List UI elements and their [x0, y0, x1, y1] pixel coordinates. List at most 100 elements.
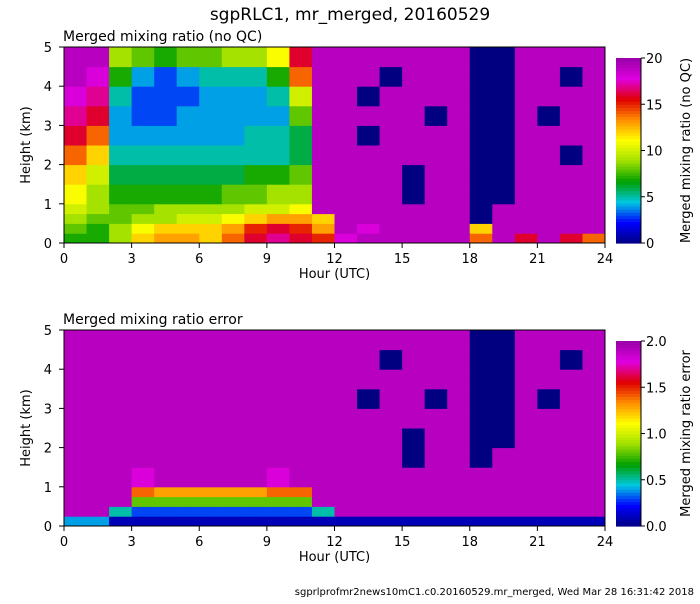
heatmap-cell [537, 233, 561, 244]
heatmap-cell [131, 213, 155, 224]
heatmap-cell [559, 105, 583, 126]
heatmap-cell [492, 105, 516, 126]
heatmap-cell [447, 47, 471, 68]
heatmap-cell [221, 408, 245, 429]
heatmap-cell [334, 447, 358, 468]
heatmap-cell [266, 349, 290, 370]
heatmap-cell [199, 125, 223, 146]
heatmap-cell [424, 467, 448, 488]
heatmap-cell [199, 66, 223, 87]
heatmap-cell [109, 506, 133, 517]
heatmap-cell [244, 428, 268, 449]
heatmap-cell [357, 330, 381, 351]
heatmap-cell [447, 388, 471, 409]
heatmap-cell [402, 447, 426, 468]
heatmap-cell [514, 428, 538, 449]
x-axis-label: Hour (UTC) [299, 550, 370, 565]
colorbar-segment [616, 405, 641, 410]
heatmap-cell [176, 184, 200, 205]
heatmap-cell [334, 369, 358, 390]
heatmap-cell [492, 369, 516, 390]
heatmap-cell [469, 66, 493, 87]
heatmap-cell [402, 428, 426, 449]
colorbar-segment [616, 61, 641, 65]
heatmap-cell [357, 213, 381, 224]
heatmap-cell [86, 447, 110, 468]
heatmap-cell [424, 496, 448, 507]
x-tick-label: 0 [60, 535, 68, 550]
colorbar-segment [616, 507, 641, 512]
colorbar-segment [616, 368, 641, 373]
heatmap-cell [176, 506, 200, 517]
heatmap-cell [311, 467, 335, 488]
heatmap-cell [199, 428, 223, 449]
heatmap-cell [424, 369, 448, 390]
heatmap-cell [582, 516, 606, 527]
heatmap-cell [199, 369, 223, 390]
heatmap-cell [334, 105, 358, 126]
heatmap-cell [379, 428, 403, 449]
heatmap-cell [334, 496, 358, 507]
heatmap-cell [244, 213, 268, 224]
colorbar-segment [616, 436, 641, 441]
heatmap-cell [64, 428, 88, 449]
heatmap-cell [537, 349, 561, 370]
heatmap-cell [582, 428, 606, 449]
heatmap-cell [266, 486, 290, 498]
heatmap-cell [424, 184, 448, 205]
colorbar-segment [616, 159, 641, 164]
colorbar-tick-label: 0.0 [646, 520, 667, 535]
heatmap-cell [424, 145, 448, 166]
heatmap-cell [357, 47, 381, 68]
colorbar-segment [616, 85, 641, 90]
heatmap-cell [447, 349, 471, 370]
heatmap-cell [559, 428, 583, 449]
heatmap-cell [357, 467, 381, 488]
heatmap-cell [109, 349, 133, 370]
colorbar-segment [616, 70, 641, 75]
heatmap-cell [64, 467, 88, 488]
heatmap-cell [289, 388, 313, 409]
colorbar-segment [616, 153, 641, 158]
heatmap-cell [334, 467, 358, 488]
heatmap-cell [289, 213, 313, 224]
colorbar-segment [616, 138, 641, 142]
heatmap-cell [424, 506, 448, 517]
heatmap-cell [176, 388, 200, 409]
x-tick-label: 15 [394, 535, 411, 550]
heatmap-cell [244, 184, 268, 205]
heatmap-cell [109, 467, 133, 488]
heatmap-cell [289, 467, 313, 488]
heatmap-cell [334, 125, 358, 146]
heatmap-cell [64, 506, 88, 517]
heatmap-cell [492, 330, 516, 351]
heatmap-cell [64, 203, 88, 215]
heatmap-cell [109, 223, 133, 234]
colorbar-segment [616, 390, 641, 395]
heatmap-cell [244, 47, 268, 68]
colorbar-segment [616, 227, 641, 232]
heatmap-cell [559, 164, 583, 185]
heatmap-cell [64, 213, 88, 224]
heatmap-cell [311, 86, 335, 107]
heatmap-cell [469, 349, 493, 370]
heatmap-cell [424, 388, 448, 409]
heatmap-cell [582, 330, 606, 351]
heatmap-cell [244, 349, 268, 370]
heatmap-cell [244, 125, 268, 146]
heatmap-cell [86, 105, 110, 126]
heatmap-cell [559, 447, 583, 468]
heatmap-cell [154, 86, 178, 107]
heatmap-cell [131, 47, 155, 68]
colorbar-segment [616, 125, 641, 130]
heatmap-cell [469, 86, 493, 107]
heatmap-cell [402, 467, 426, 488]
heatmap-cell [86, 516, 110, 527]
heatmap-cell [221, 223, 245, 234]
heatmap-cell [379, 506, 403, 517]
heatmap-cell [176, 486, 200, 498]
colorbar-segment [616, 482, 641, 487]
heatmap-cell [514, 66, 538, 87]
heatmap-cell [289, 349, 313, 370]
heatmap-cell [109, 86, 133, 107]
